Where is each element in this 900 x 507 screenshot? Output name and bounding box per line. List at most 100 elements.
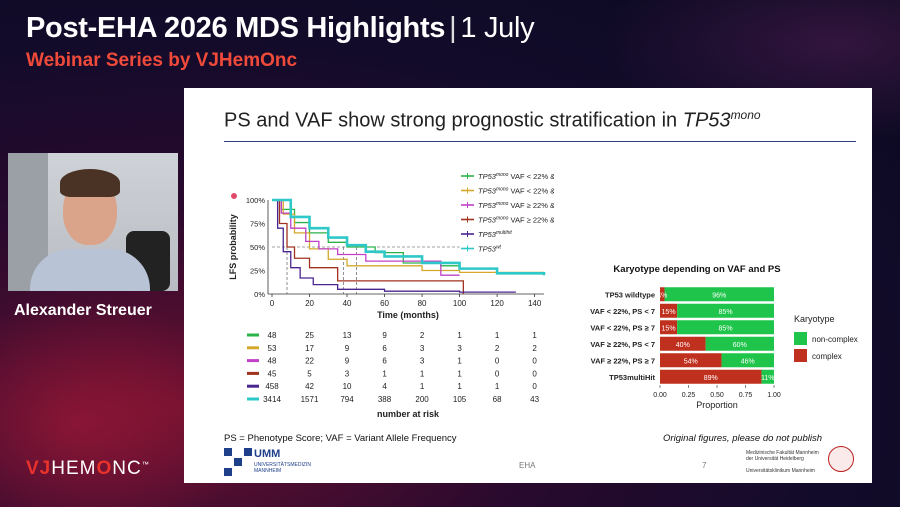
karyotype-bar-complex [660,320,678,335]
karyotype-bar-label-noncomplex: 46% [741,358,755,365]
karyotype-bar-label-noncomplex: 60% [733,342,747,349]
risk-cell: 5 [307,369,312,378]
karyotype-x-tick-label: 0.75 [739,392,753,399]
karyotype-bar-complex [660,336,706,351]
karyotype-x-axis-label: Proportion [696,400,738,410]
risk-cell: 3 [457,344,462,353]
affiliation-line3: Universitätsklinikum Mannheim [746,468,815,474]
risk-cell: 6 [382,357,387,366]
karyotype-x-tick-label: 0.25 [682,392,696,399]
karyotype-category-label: TP53 wildtype [605,290,655,299]
slide-disclaimer: Original figures, please do not publish [663,433,822,444]
km-y-tick-label: 0% [254,290,265,299]
affiliation-line1: Medizinische Fakultät Mannheim [746,450,819,456]
affiliation-line2: der Universität Heidelberg [746,456,804,462]
risk-cell: 9 [382,331,387,340]
km-x-tick-label: 40 [343,299,352,308]
km-series-line [272,198,546,276]
karyotype-category-label: VAF < 22%, PS < 7 [590,307,655,316]
risk-cell: 22 [305,357,314,366]
risk-cell: 3 [345,369,350,378]
risk-cell: 4 [382,382,387,391]
risk-cell: 200 [415,395,429,404]
risk-cell: 3 [420,344,425,353]
karyotype-bar-label-noncomplex: 11% [761,375,775,382]
logo-hem: HEM [51,458,97,479]
km-series-line [272,199,516,293]
webinar-title: Post-EHA 2026 MDS Highlights | 1 July [26,12,535,45]
umm-logo-square [244,448,252,456]
risk-cell: 1 [457,369,462,378]
logo-nc: NC [112,458,142,479]
risk-cell: 3 [420,357,425,366]
km-x-tick-label: 80 [418,299,427,308]
km-x-axis-label: Time (months) [377,310,439,320]
risk-cell: 2 [420,331,425,340]
slide-title: PS and VAF show strong prognostic strati… [224,108,761,133]
risk-cell: 48 [268,357,277,366]
logo-o: O [96,458,113,479]
pointer-dot-icon [231,193,237,199]
umm-subtitle-line2: MANNHEIM [254,468,282,474]
karyotype-chart-title: Karyotype depending on VAF and PS [613,264,780,275]
logo-tm: ™ [141,461,150,469]
km-y-tick-label: 50% [250,243,265,252]
risk-cell: 388 [378,395,392,404]
karyotype-bar-noncomplex [677,320,774,335]
karyotype-bar-noncomplex [677,303,774,318]
km-legend-entry: TP53mono VAF ≥ 22% & PS ≥ 7 [478,216,554,225]
km-legend-entry: TP53wt [478,245,502,254]
karyotype-category-label: VAF ≥ 22%, PS ≥ 7 [591,356,655,365]
title-divider [224,141,856,142]
karyotype-bar-complex [660,353,722,368]
risk-cell: 1 [495,331,500,340]
risk-cell: 0 [532,369,537,378]
km-x-tick-label: 100 [453,299,467,308]
university-seal-icon [828,446,854,472]
risk-cell: 45 [268,369,277,378]
vjhemonc-logo: VJHEMONC™ [26,458,150,480]
risk-table-title: number at risk [377,409,440,418]
karyotype-bar-label-complex: 15% [662,309,676,316]
risk-cell: 1 [457,331,462,340]
speaker-shirt [30,249,150,291]
webinar-date: 1 July [460,12,535,44]
heidelberg-affiliation: Medizinische Fakultät Mannheim der Unive… [746,450,846,474]
karyotype-category-label: VAF ≥ 22%, PS < 7 [590,340,655,349]
karyotype-bar-label-complex: 54% [684,358,698,365]
umm-logo-square [224,468,232,476]
karyotype-bar-label-noncomplex: 85% [719,325,733,332]
risk-cell: 17 [305,344,314,353]
conference-label: EHA [519,461,536,470]
title-separator: | [449,12,457,44]
km-series-line [272,199,460,267]
webinar-title-text: Post-EHA 2026 MDS Highlights [26,12,446,44]
slide-title-superscript: mono [730,108,761,122]
risk-cell: 0 [495,357,500,366]
karyotype-legend-swatch [794,332,807,345]
umm-subtitle-line1: UNIVERSITÄTSMEDIZIN [254,462,311,468]
risk-cell: 2 [495,344,500,353]
km-legend-entry: TP53mono VAF < 22% & PS ≥ 7 [478,187,554,196]
risk-cell: 2 [532,344,537,353]
umm-logo-square [224,448,232,456]
karyotype-chart: Karyotype depending on VAF and PS TP53 wi… [590,264,858,410]
risk-cell: 53 [268,344,277,353]
karyotype-bar-complex [660,369,762,384]
risk-cell: 1 [382,369,387,378]
km-x-tick-label: 0 [270,299,275,308]
karyotype-bar-label-complex: 4% [657,292,667,299]
karyotype-category-label: VAF < 22%, PS ≥ 7 [590,323,655,332]
risk-cell: 1 [495,382,500,391]
karyotype-bar-label-complex: 40% [676,342,690,349]
karyotype-x-tick-label: 0.00 [653,392,667,399]
risk-cell: 0 [532,357,537,366]
km-x-tick-label: 120 [490,299,504,308]
presentation-slide: PS and VAF show strong prognostic strati… [184,88,872,483]
karyotype-x-tick-label: 1.00 [767,392,781,399]
risk-cell: 105 [453,395,467,404]
slide-title-text: PS and VAF show strong prognostic strati… [224,109,683,132]
km-y-tick-label: 100% [246,196,266,205]
risk-cell: 25 [305,331,314,340]
km-series-line [272,199,460,276]
